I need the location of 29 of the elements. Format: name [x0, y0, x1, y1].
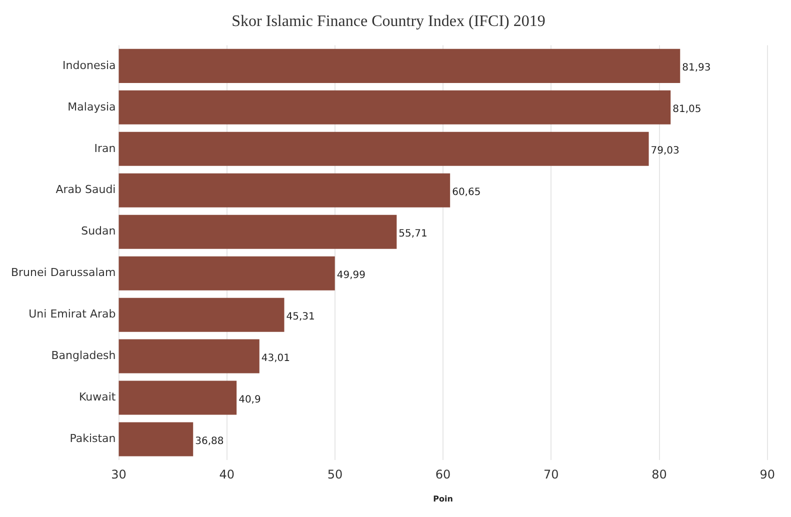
data-label: 81,93 [682, 62, 711, 74]
y-tick-label: Bangladesh [51, 349, 116, 362]
y-tick-label: Indonesia [62, 58, 116, 72]
x-tick-label: 80 [652, 467, 667, 482]
y-tick-label: Sudan [81, 224, 116, 238]
data-label: 36,88 [195, 436, 224, 447]
y-tick-label: Pakistan [70, 432, 116, 446]
y-tick-label: Iran [94, 142, 116, 155]
chart-title: Skor Islamic Finance Country Index (IFCI) 2019 [232, 12, 546, 30]
y-tick-label: Kuwait [79, 390, 116, 404]
data-label: 60,65 [452, 186, 481, 198]
data-label: 81,05 [672, 104, 702, 116]
x-tick-label: 70 [544, 467, 559, 482]
data-label: 43,01 [261, 352, 290, 364]
data-label: 49,99 [336, 270, 366, 281]
data-label: 45,31 [286, 311, 315, 322]
y-tick-label: Malaysia [68, 100, 116, 114]
x-tick-label: 30 [111, 467, 126, 482]
y-tick-label: Arab Saudi [56, 183, 116, 196]
data-label: 55,71 [398, 228, 428, 240]
x-tick-label: 90 [760, 467, 776, 482]
x-axis-title: Poin [433, 494, 454, 504]
y-tick-label: Brunei Darussalam [10, 266, 116, 280]
data-label: 40,9 [238, 394, 261, 406]
x-tick-label: 50 [327, 467, 343, 482]
x-tick-label: 60 [435, 467, 451, 482]
data-label: 79,03 [650, 145, 680, 156]
y-tick-label: Uni Emirat Arab [28, 308, 116, 321]
x-tick-label: 40 [219, 467, 234, 482]
